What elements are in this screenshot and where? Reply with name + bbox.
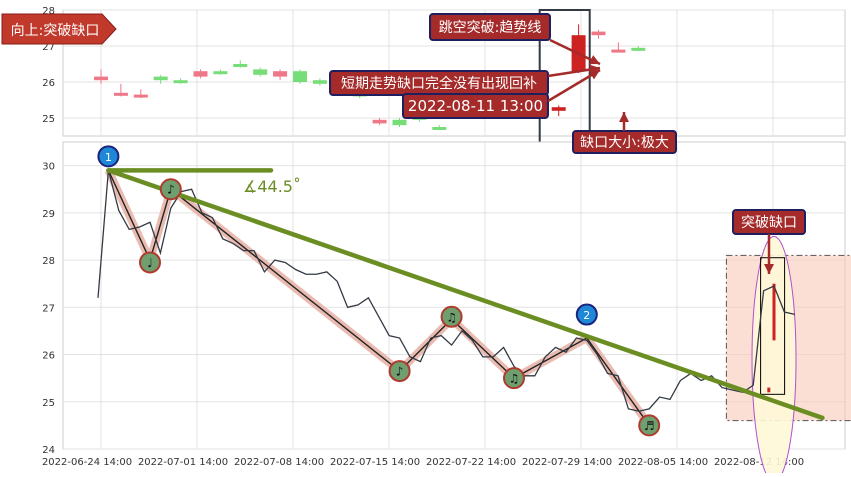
top-y-tick-label: 25	[42, 114, 55, 125]
top-y-tick-label: 28	[42, 6, 55, 17]
gap-size-label-text: 缺口大小:极大	[580, 135, 669, 151]
marker-label: 1	[105, 151, 112, 164]
datetime-arrow	[547, 68, 601, 103]
main-y-tick-label: 27	[42, 303, 55, 314]
candle-body	[233, 64, 248, 67]
gap-box	[760, 257, 786, 395]
marker-circle	[159, 178, 182, 201]
candle-body	[173, 80, 188, 84]
candle-body	[213, 71, 228, 75]
candle-body	[312, 80, 327, 84]
main-x-tick-label: 2022-07-22 14:00	[426, 457, 516, 468]
trend-line	[106, 168, 825, 421]
marker-label: ♬	[644, 419, 655, 433]
top-y-tick-label: 26	[42, 78, 55, 89]
main-y-tick-label: 25	[42, 398, 55, 409]
main-x-tick-label: 2022-07-15 14:00	[330, 457, 420, 468]
candle-body	[551, 107, 566, 111]
marker-label: ♪	[167, 183, 175, 197]
candle-body	[392, 119, 407, 126]
candle-body	[432, 127, 447, 130]
marker-label: ♩	[147, 256, 153, 270]
breakout-trend-label-box	[429, 13, 551, 41]
breakout-trend-label-text: 跳空突破:趋势线	[439, 20, 542, 36]
candle-body	[113, 92, 128, 96]
datetime-label-box	[402, 93, 549, 119]
main-x-tick-label: 2022-07-08 14:00	[234, 457, 324, 468]
top-y-tick-label: 27	[42, 42, 55, 53]
up-label: 向上:突破缺口	[1, 13, 117, 45]
marker-label: ♪	[396, 365, 404, 379]
short-gap-label-text: 短期走势缺口完全没有出现回补	[341, 75, 537, 92]
marker-circle	[388, 360, 411, 383]
candle-body	[94, 76, 108, 81]
candle-body	[372, 119, 387, 124]
main-x-tick-label: 2022-08-12 14:00	[714, 457, 804, 468]
candle-body	[591, 31, 606, 36]
main-y-tick-label: 29	[42, 209, 55, 220]
marker-label: ♫	[446, 310, 457, 324]
candle-body	[611, 49, 626, 53]
price-line	[97, 170, 795, 412]
candle-body	[631, 47, 646, 51]
marker-circle	[139, 251, 161, 274]
break-gap-label-text: 突破缺口	[741, 215, 797, 231]
line-panel: 24 25 26 27 28 29 30 2022-06-24 14:00 2022-07-01…	[42, 141, 851, 477]
main-x-tick-label: 2022-07-29 14:00	[522, 457, 612, 468]
datetime-label-text: 2022-08-11 13:00	[408, 97, 543, 115]
main-y-tick-label: 28	[42, 256, 55, 267]
datetime-arrow-head	[588, 70, 600, 80]
breakout-arrow-head	[588, 55, 600, 65]
marker-label: ♫	[509, 372, 520, 386]
candle-body	[153, 76, 168, 81]
main-y-tick-label: 24	[42, 445, 55, 456]
zigzag-line	[107, 170, 650, 426]
candle-body	[133, 94, 148, 98]
main-x-tick-label: 2022-08-05 14:00	[618, 457, 708, 468]
short-gap-label: 短期走势缺口完全没有出现回补	[329, 70, 549, 96]
marker-circle	[503, 367, 525, 390]
breakout-trend-label: 跳空突破:趋势线	[429, 13, 551, 41]
datetime-label: 2022-08-11 13:00	[402, 93, 549, 119]
marker-circle	[440, 305, 463, 328]
angle-label: ∡44.5˚	[243, 177, 301, 196]
main-x-tick-label: 2022-07-01 14:00	[138, 457, 228, 468]
marker-label: 2	[583, 309, 590, 322]
break-gap-label: 突破缺口	[732, 209, 806, 235]
break-gap-arrow-head	[764, 264, 774, 274]
up-label-text: 向上:突破缺口	[11, 23, 100, 39]
main-y-tick-label: 26	[42, 351, 55, 362]
gap-size-label: 缺口大小:极大	[572, 130, 677, 154]
main-y-tick-label: 30	[42, 162, 55, 173]
candle-body	[253, 69, 268, 75]
marker-circle	[575, 303, 598, 326]
gap-ellipse	[751, 235, 797, 477]
candle-body	[273, 71, 288, 77]
marker-circle	[638, 414, 661, 437]
gap-size-arrow-head	[619, 112, 629, 122]
candle-body	[293, 71, 307, 82]
up-label-shape	[1, 13, 117, 45]
candle-body	[193, 71, 208, 77]
marker-circle	[97, 145, 120, 168]
main-x-tick-label: 2022-06-24 14:00	[42, 457, 132, 468]
